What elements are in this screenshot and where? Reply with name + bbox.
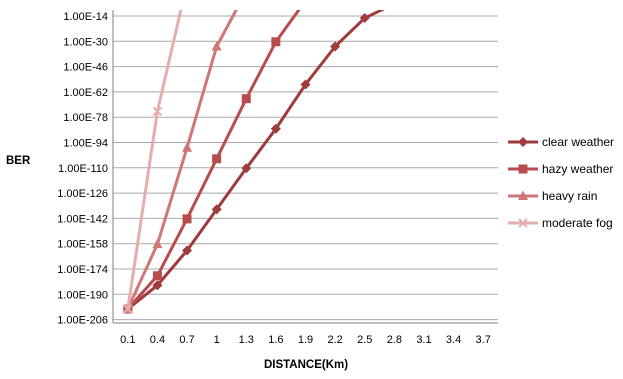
data-point [518, 218, 528, 228]
legend-item: clear weather [508, 135, 614, 149]
series-hazy-weather [123, 0, 310, 314]
y-tick-label: 1.00E-62 [63, 87, 108, 99]
x-tick-label: 0.7 [179, 334, 194, 346]
y-tick-label: 1.00E-46 [63, 62, 108, 74]
x-tick-label: 2.5 [357, 334, 372, 346]
x-tick-label: 3.7 [476, 334, 491, 346]
data-point [152, 280, 163, 291]
x-tick-label: 1.6 [268, 334, 283, 346]
series-line [126, 10, 238, 310]
legend-item: moderate fog [508, 216, 613, 230]
data-point [241, 163, 252, 174]
legend-label: clear weather [542, 135, 614, 149]
y-tick-label: 1.00E-174 [57, 264, 108, 276]
series-line [126, 10, 385, 311]
x-tick-label: 0.4 [150, 334, 165, 346]
data-point [330, 41, 341, 52]
y-tick-label: 1.00E-94 [63, 138, 108, 150]
data-point [389, 0, 399, 9]
legend-label: heavy rain [542, 189, 597, 203]
data-point [270, 123, 281, 134]
y-tick-label: 1.00E-30 [63, 36, 108, 48]
x-tick-label: 1 [214, 334, 220, 346]
y-tick-label: 1.00E-206 [57, 315, 108, 327]
data-point [518, 164, 528, 174]
x-tick-label: 3.1 [416, 334, 431, 346]
y-tick-label: 1.00E-158 [57, 239, 108, 251]
y-tick-label: 1.00E-126 [57, 188, 108, 200]
data-point [182, 142, 193, 152]
data-point [152, 238, 163, 249]
x-tick-label: 2.2 [327, 334, 342, 346]
data-point [152, 271, 162, 281]
legend-label: hazy weather [542, 162, 613, 176]
data-point [518, 137, 528, 147]
data-point [359, 13, 370, 24]
y-tick-label: 1.00E-142 [57, 213, 108, 225]
data-point [241, 94, 251, 104]
series-clear-weather [122, 0, 399, 314]
series-heavy-rain [122, 10, 238, 313]
data-point [123, 304, 133, 314]
series-line [126, 10, 301, 310]
series-moderate-fog [123, 10, 183, 314]
data-point [211, 204, 222, 215]
data-point [182, 214, 192, 224]
x-tick-label: 1.3 [239, 334, 254, 346]
data-point [182, 245, 193, 256]
data-point [152, 106, 163, 117]
data-point [518, 190, 528, 200]
legend-item: heavy rain [508, 189, 597, 203]
data-point [300, 79, 311, 90]
y-tick-label: 1.00E-14 [63, 11, 108, 23]
y-tick-label: 1.00E-78 [63, 112, 108, 124]
data-point [212, 154, 222, 164]
data-point [301, 0, 310, 5]
x-tick-label: 2.8 [387, 334, 402, 346]
y-axis-title: BER [6, 155, 31, 167]
x-tick-label: 0.1 [120, 334, 135, 346]
x-tick-label: 1.9 [298, 334, 313, 346]
legend-item: hazy weather [508, 162, 613, 176]
y-tick-label: 1.00E-110 [58, 163, 108, 175]
y-tick-label: 1.00E-190 [57, 289, 108, 301]
data-point [271, 37, 281, 47]
x-axis-title: DISTANCE(Km) [264, 359, 348, 371]
x-tick-label: 3.4 [446, 334, 461, 346]
data-point [211, 41, 222, 51]
legend-label: moderate fog [542, 216, 613, 230]
